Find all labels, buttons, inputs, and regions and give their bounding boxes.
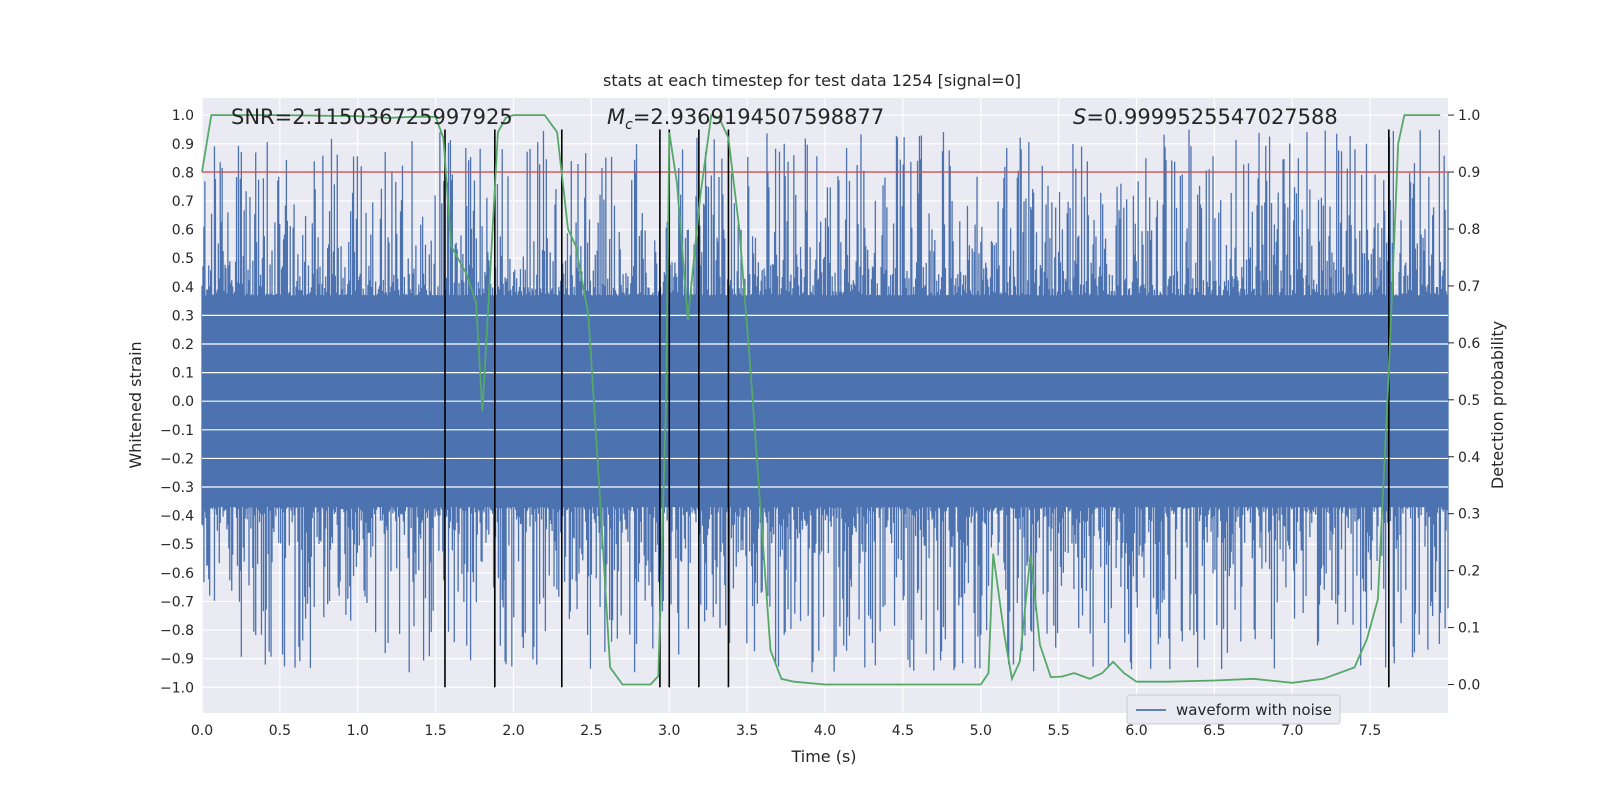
- x-axis-label: Time (s): [790, 747, 856, 766]
- y-axis-label-right: Detection probability: [1488, 321, 1507, 489]
- y-left-tick-label: −0.7: [160, 594, 194, 610]
- x-tick-label: 1.5: [424, 723, 446, 739]
- y-right-tick-label: 0.8: [1458, 222, 1480, 238]
- y-left-tick-label: −0.9: [160, 652, 194, 668]
- x-tick-label: 4.5: [892, 723, 914, 739]
- y-right-tick-label: 0.4: [1458, 450, 1480, 466]
- x-tick-label: 6.0: [1125, 723, 1147, 739]
- y-right-tick-label: 0.2: [1458, 564, 1480, 580]
- y-left-tick-label: −0.3: [160, 480, 194, 496]
- y-left-tick-label: 0.2: [172, 337, 194, 353]
- y-right-tick-label: 0.0: [1458, 678, 1480, 694]
- y-left-tick-label: 0.3: [172, 308, 194, 324]
- score-symbol: S: [1073, 105, 1086, 129]
- y-right-tick-label: 0.3: [1458, 507, 1480, 523]
- y-right-tick-label: 1.0: [1458, 108, 1480, 124]
- snr-annotation: SNR=2.115036725997925: [231, 105, 513, 129]
- y-left-tick-label: −0.4: [160, 509, 194, 525]
- legend-box: [1126, 694, 1341, 725]
- score-annotation: S=0.9999525547027588: [1073, 105, 1338, 129]
- y-right-tick-label: 0.9: [1458, 165, 1480, 181]
- probability-series-group: [201, 113, 1441, 686]
- x-tick-label: 2.0: [502, 723, 524, 739]
- x-tick-label: 0.0: [191, 723, 213, 739]
- y-left-tick-label: −0.2: [160, 451, 194, 467]
- chirp-mass-annotation: Mc=2.9369194507598877: [607, 105, 884, 133]
- x-tick-label: 0.5: [269, 723, 291, 739]
- x-tick-label: 5.0: [970, 723, 992, 739]
- x-tick-label: 6.5: [1203, 723, 1225, 739]
- y-left-tick-label: 0.8: [172, 165, 194, 181]
- x-tick-label: 3.5: [736, 723, 758, 739]
- x-tick-label: 1.0: [347, 723, 369, 739]
- y-left-tick-label: −1.0: [160, 680, 194, 696]
- chart-title: stats at each timestep for test data 125…: [603, 71, 1021, 90]
- strain-series: [201, 129, 1449, 673]
- probability-line: [201, 113, 1441, 686]
- y-right-tick-label: 0.7: [1458, 279, 1480, 295]
- tick-labels: 0.0 0.5 1.0 1.5 2.0 2.5 3.0 3.5 4.0 4.5 5.0 5.5 6.0 6…: [160, 108, 1480, 739]
- chirp-mass-symbol: M: [607, 105, 625, 129]
- y-left-tick-label: 0.1: [172, 366, 194, 382]
- y-left-tick-label: 0.4: [172, 280, 194, 296]
- y-left-tick-label: 0.6: [172, 223, 194, 239]
- y-left-tick-label: 1.0: [172, 108, 194, 124]
- legend: waveform with noise: [1126, 694, 1341, 725]
- legend-label: waveform with noise: [1176, 701, 1332, 719]
- y-left-tick-label: 0.7: [172, 194, 194, 210]
- y-axis-label-left: Whitened strain: [126, 341, 145, 468]
- x-tick-label: 5.5: [1047, 723, 1069, 739]
- y-right-tick-label: 0.1: [1458, 621, 1480, 637]
- y-right-tick-label: 0.5: [1458, 393, 1480, 409]
- y-left-tick-label: 0.0: [172, 394, 194, 410]
- vertical-markers: [444, 129, 1390, 688]
- x-tick-label: 7.5: [1359, 723, 1381, 739]
- y-left-tick-label: −0.6: [160, 566, 194, 582]
- x-tick-label: 4.0: [814, 723, 836, 739]
- y-right-tick-label: 0.6: [1458, 336, 1480, 352]
- y-left-tick-label: −0.8: [160, 623, 194, 639]
- chirp-mass-value: =2.9369194507598877: [633, 105, 884, 129]
- y-left-tick-label: 0.9: [172, 137, 194, 153]
- score-value: =0.9999525547027588: [1086, 105, 1337, 129]
- x-tick-label: 3.0: [658, 723, 680, 739]
- y-left-tick-label: −0.5: [160, 537, 194, 553]
- x-tick-label: 7.0: [1281, 723, 1303, 739]
- y-left-tick-label: 0.5: [172, 251, 194, 267]
- x-tick-label: 2.5: [580, 723, 602, 739]
- y-left-tick-label: −0.1: [160, 423, 194, 439]
- chirp-mass-subscript: c: [625, 117, 633, 133]
